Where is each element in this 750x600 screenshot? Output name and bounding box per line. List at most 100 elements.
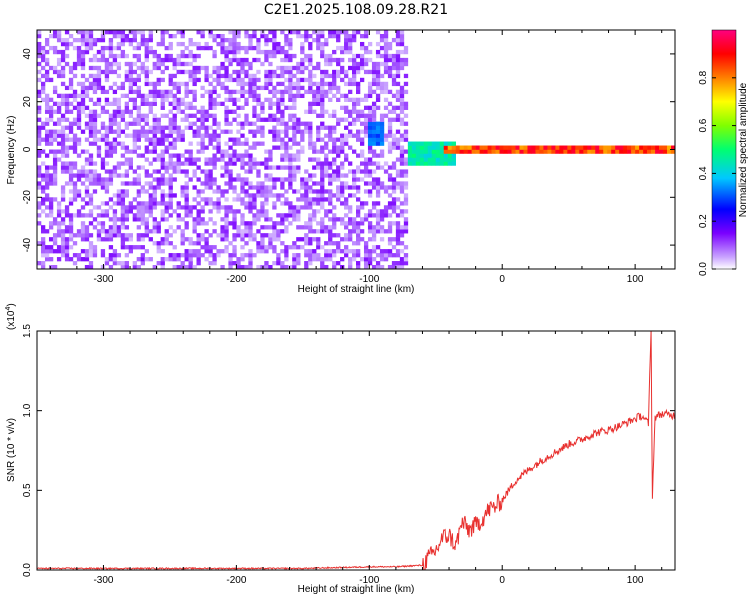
heatmap-cell bbox=[367, 161, 373, 166]
heatmap-cell bbox=[228, 73, 233, 79]
heatmap-cell bbox=[136, 209, 141, 214]
heatmap-cell bbox=[240, 89, 245, 95]
heatmap-cell bbox=[308, 85, 313, 91]
heatmap-cell bbox=[120, 41, 126, 47]
heatmap-cell bbox=[356, 153, 361, 158]
heatmap-cell bbox=[387, 145, 393, 150]
heatmap-cell bbox=[344, 125, 349, 130]
heatmap-cell bbox=[164, 149, 169, 154]
heatmap-cell bbox=[208, 217, 213, 222]
heatmap-cell bbox=[387, 177, 393, 182]
heatmap-cell bbox=[228, 145, 233, 150]
heatmap-cell bbox=[228, 153, 233, 158]
heatmap-cell bbox=[248, 205, 253, 210]
heatmap-cell bbox=[391, 221, 397, 226]
heatmap-cell bbox=[328, 233, 333, 238]
heatmap-cell bbox=[196, 129, 201, 134]
heatmap-cell bbox=[260, 129, 265, 134]
heatmap-cell bbox=[352, 73, 357, 79]
heatmap-cell bbox=[184, 249, 189, 254]
heatmap-cell bbox=[60, 233, 66, 238]
heatmap-cell bbox=[356, 137, 361, 142]
heatmap-cell bbox=[348, 129, 353, 134]
heatmap-cell bbox=[236, 73, 241, 79]
heatmap-cell bbox=[391, 261, 397, 266]
heatmap-cell bbox=[204, 229, 209, 234]
heatmap-cell bbox=[212, 89, 217, 95]
heatmap-cell bbox=[228, 253, 233, 258]
heatmap-cell bbox=[44, 257, 50, 262]
heatmap-cell bbox=[256, 57, 261, 63]
heatmap-cell bbox=[248, 261, 253, 266]
heatmap-cell bbox=[403, 261, 409, 266]
heatmap-cell bbox=[37, 261, 42, 266]
heatmap-cell bbox=[280, 117, 285, 122]
heatmap-cell bbox=[212, 117, 217, 122]
heatmap-cell bbox=[296, 205, 301, 210]
heatmap-cell bbox=[72, 65, 78, 71]
heatmap-cell bbox=[367, 225, 373, 230]
heatmap-cell bbox=[156, 77, 161, 83]
heatmap-cell bbox=[76, 37, 82, 43]
heatmap-cell bbox=[228, 89, 233, 95]
heatmap-cell bbox=[216, 197, 221, 202]
heatmap-cell bbox=[252, 113, 257, 118]
heatmap-cell bbox=[663, 149, 668, 154]
heatmap-cell bbox=[383, 45, 389, 51]
heatmap-cell bbox=[37, 153, 42, 158]
heatmap-cell bbox=[248, 85, 253, 91]
heatmap-cell bbox=[344, 237, 349, 242]
heatmap-cell bbox=[308, 61, 313, 67]
heatmap-cell bbox=[88, 125, 94, 130]
heatmap-cell bbox=[176, 30, 181, 35]
heatmap-cell bbox=[48, 173, 54, 178]
heatmap-cell bbox=[184, 157, 189, 162]
heatmap-cell bbox=[196, 193, 201, 198]
heatmap-cell bbox=[232, 53, 237, 59]
heatmap-cell bbox=[76, 229, 82, 234]
heatmap-cell bbox=[176, 53, 181, 59]
heatmap-cell bbox=[180, 193, 185, 198]
heatmap-cell bbox=[64, 97, 70, 102]
heatmap-cell bbox=[44, 61, 50, 67]
heatmap-cell bbox=[76, 177, 82, 182]
heatmap-cell bbox=[232, 137, 237, 142]
heatmap-cell bbox=[280, 181, 285, 186]
heatmap-cell bbox=[128, 205, 133, 210]
heatmap-cell bbox=[112, 201, 118, 206]
heatmap-cell bbox=[296, 61, 301, 67]
heatmap-cell bbox=[431, 145, 437, 150]
heatmap-cell bbox=[288, 181, 293, 186]
heatmap-cell bbox=[72, 181, 78, 186]
heatmap-cell bbox=[567, 145, 572, 150]
heatmap-cell bbox=[304, 237, 309, 242]
heatmap-cell bbox=[176, 137, 181, 142]
heatmap-cell bbox=[367, 189, 373, 194]
heatmap-cell bbox=[128, 73, 133, 79]
heatmap-cell bbox=[88, 129, 94, 134]
heatmap-cell bbox=[359, 161, 365, 166]
heatmap-cell bbox=[340, 161, 345, 166]
heatmap-cell bbox=[88, 193, 94, 198]
heatmap-cell bbox=[268, 189, 273, 194]
heatmap-cell bbox=[208, 197, 213, 202]
heatmap-cell bbox=[328, 201, 333, 206]
heatmap-cell bbox=[72, 233, 78, 238]
heatmap-cell bbox=[344, 133, 349, 138]
heatmap-cell bbox=[379, 121, 385, 126]
heatmap-cell bbox=[519, 145, 524, 150]
heatmap-cell bbox=[196, 157, 201, 162]
heatmap-cell bbox=[272, 165, 277, 170]
heatmap-cell bbox=[340, 173, 345, 178]
heatmap-cell bbox=[240, 57, 245, 63]
heatmap-cell bbox=[192, 105, 197, 110]
heatmap-cell bbox=[288, 213, 293, 218]
heatmap-cell bbox=[168, 33, 173, 39]
heatmap-cell bbox=[363, 245, 369, 250]
heatmap-cell bbox=[292, 73, 297, 79]
heatmap-cell bbox=[168, 241, 173, 246]
heatmap-cell bbox=[172, 113, 177, 118]
heatmap-cell bbox=[104, 237, 110, 242]
heatmap-cell bbox=[264, 81, 269, 87]
heatmap-cell bbox=[328, 149, 333, 154]
